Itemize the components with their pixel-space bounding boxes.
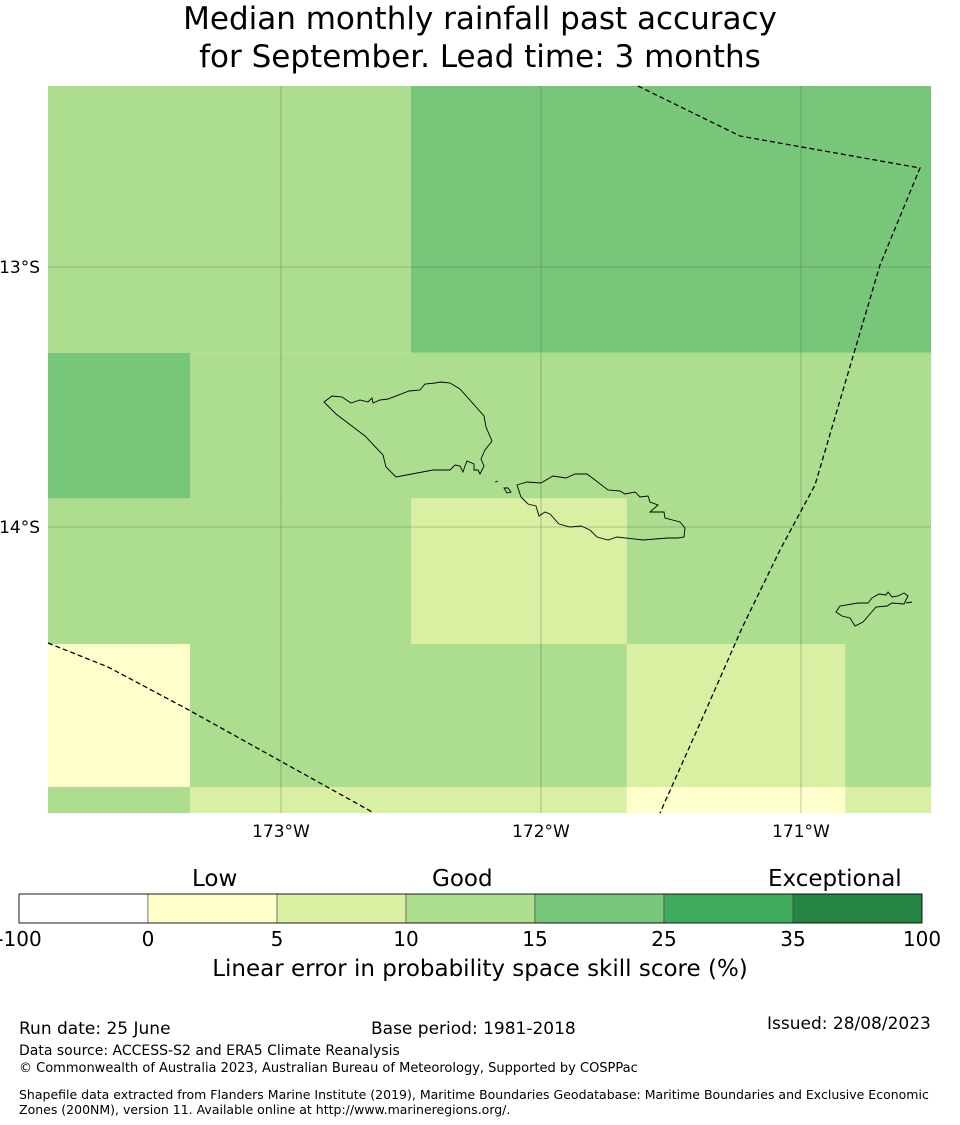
colorbar-segment <box>792 893 923 924</box>
grid-cell <box>190 352 931 499</box>
apolima-islet <box>494 480 499 483</box>
grid-cell <box>411 498 627 644</box>
colorbar-axis-label: Linear error in probability space skill … <box>212 956 748 982</box>
colorbar-tick-label: 0 <box>141 927 155 951</box>
graticule <box>48 86 931 813</box>
upolu-island <box>516 473 686 541</box>
grid-cell <box>190 86 411 353</box>
skill-grid <box>48 86 931 813</box>
latitude-tick-label: 14°S <box>0 518 40 538</box>
eez-boundaries <box>47 85 921 814</box>
copyright: © Commonwealth of Australia 2023, Austra… <box>19 1061 638 1076</box>
issued-date: Issued: 28/08/2023 <box>767 1014 931 1034</box>
title-line-1: Median monthly rainfall past accuracy <box>183 1 777 37</box>
title-line-2: for September. Lead time: 3 months <box>199 39 761 75</box>
grid-cell <box>845 644 931 787</box>
data-source: Data source: ACCESS-S2 and ERA5 Climate … <box>19 1043 400 1059</box>
colorbar-tick-label: -100 <box>0 927 42 951</box>
latitude-labels: 13°S 14°S <box>0 258 40 538</box>
grid-cell <box>626 787 846 813</box>
tutuila-island <box>835 591 909 627</box>
savaii-island <box>323 381 493 478</box>
base-period: Base period: 1981-2018 <box>371 1019 576 1039</box>
longitude-tick-label: 172°W <box>512 822 570 842</box>
coastlines <box>323 381 913 627</box>
grid-cell <box>48 86 190 353</box>
longitude-labels: 173°W 172°W 171°W <box>252 822 830 842</box>
colorbar-segment <box>405 893 536 924</box>
colorbar-segment <box>276 893 407 924</box>
run-date: Run date: 25 June <box>19 1019 171 1039</box>
grid-cell <box>626 498 931 644</box>
grid-cell <box>190 498 411 644</box>
boundary-upper <box>637 85 921 814</box>
colorbar-tick-label: 35 <box>780 927 806 951</box>
longitude-tick-label: 173°W <box>252 822 310 842</box>
grid-cell <box>48 787 190 813</box>
colorbar-tick-label: 100 <box>902 927 942 951</box>
grid-cell <box>48 352 190 499</box>
legend-exceptional-label: Exceptional <box>768 866 902 892</box>
colorbar-tick-label: 10 <box>393 927 419 951</box>
colorbar-segment <box>18 893 149 924</box>
shapefile-credit: Shapefile data extracted from Flanders M… <box>19 1087 929 1117</box>
colorbar-tick-label: 15 <box>522 927 548 951</box>
map-title: Median monthly rainfall past accuracy fo… <box>0 0 960 76</box>
longitude-tick-label: 171°W <box>772 822 830 842</box>
colorbar-segment <box>147 893 278 924</box>
grid-cell <box>48 644 190 787</box>
colorbar-tick-label: 5 <box>270 927 284 951</box>
aunuu-islet <box>905 601 913 604</box>
legend-low-label: Low <box>192 866 238 892</box>
legend-good-label: Good <box>432 866 493 892</box>
colorbar-frame <box>18 893 923 924</box>
grid-cell <box>190 787 627 813</box>
manono-islet <box>503 487 512 494</box>
grid-cell <box>411 86 931 353</box>
colorbar-tick-label: 25 <box>651 927 677 951</box>
colorbar-segment <box>534 893 665 924</box>
grid-cell <box>48 498 190 644</box>
grid-cell <box>190 644 627 787</box>
latitude-tick-label: 13°S <box>0 258 40 278</box>
colorbar <box>18 893 923 924</box>
boundary-lower <box>47 642 375 814</box>
grid-cell <box>845 787 931 813</box>
colorbar-segment <box>663 893 794 924</box>
grid-cell <box>626 644 846 787</box>
